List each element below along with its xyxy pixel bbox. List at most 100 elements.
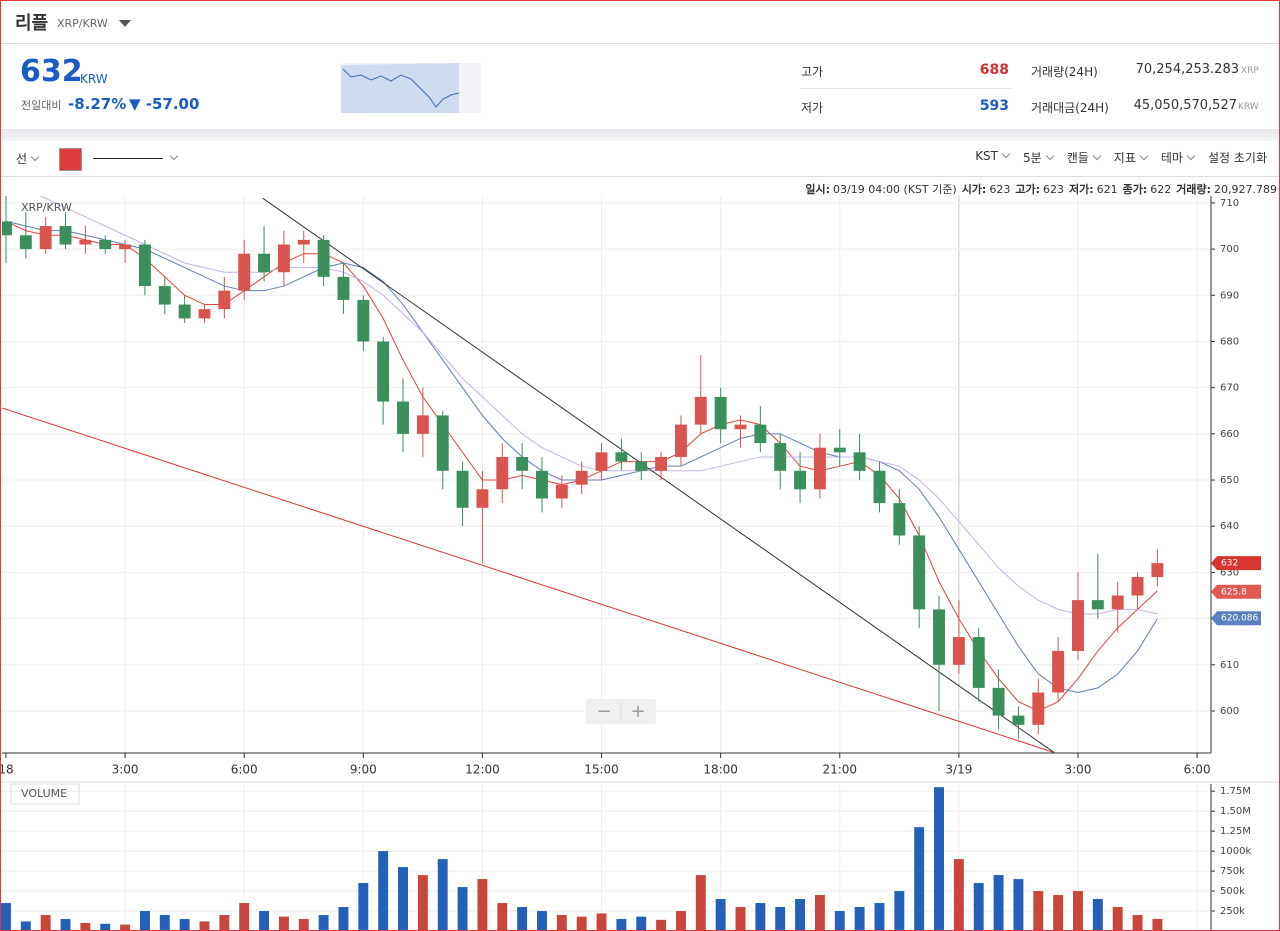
style-select[interactable]: 선 [16, 150, 40, 167]
price-tag [1211, 584, 1261, 599]
candle-body [575, 470, 588, 485]
candle-body [416, 415, 429, 434]
label-box [10, 783, 80, 805]
candle-body [19, 235, 32, 250]
volume-bar [40, 915, 51, 930]
toolbar-item[interactable]: 테마 [1160, 149, 1196, 166]
volume-bar [1112, 907, 1123, 930]
volume-bar [735, 907, 746, 930]
y-tick-label: 650 [1220, 475, 1239, 486]
volume-bar [338, 907, 349, 930]
toolbar-item[interactable]: 캔들 [1067, 149, 1102, 166]
x-tick-label: 15:00 [584, 763, 619, 777]
zoom-button[interactable]: − [596, 701, 611, 722]
volume-bar [457, 887, 468, 930]
toolbar-item-label: 테마 [1160, 151, 1183, 165]
y-tick-label: 710 [1220, 198, 1239, 209]
toolbar-item[interactable]: KST [975, 149, 1011, 166]
volume-bar [537, 911, 547, 930]
x-tick-label: 18:00 [703, 763, 738, 777]
dropdown[interactable] [119, 20, 131, 27]
volume-bar [934, 787, 944, 930]
volume-bar [199, 921, 210, 930]
x-tick-label: 6:00 [231, 763, 258, 777]
candle-body [794, 470, 807, 490]
y-tick-label: 1.50M [1220, 806, 1251, 817]
volume: 70,254,253.283 [1135, 62, 1239, 77]
sparkline-area [341, 63, 459, 113]
volume-bar [636, 916, 647, 930]
info-value: 623 [989, 183, 1011, 196]
volume-bar [417, 875, 428, 930]
y-tick-label: 250k [1220, 906, 1245, 917]
info-label: 저가: [1068, 183, 1094, 196]
volume-bar [775, 907, 786, 930]
volume-bar [1132, 915, 1143, 930]
candle-body [357, 299, 370, 342]
candle-body [397, 401, 409, 434]
volume-bar [278, 916, 289, 930]
candle-body [317, 239, 330, 277]
reset-button[interactable]: 설정 초기화 [1207, 151, 1267, 165]
volume-bar [1013, 879, 1024, 930]
value-unit: KRW [1238, 102, 1259, 112]
volume-bar [517, 907, 528, 930]
volume-bar [973, 883, 984, 930]
volume-bar [755, 903, 766, 930]
volume-bar [953, 859, 964, 930]
style-label: 선 [16, 152, 28, 166]
moving-average [5, 220, 1158, 694]
candle-body [635, 461, 648, 471]
separator [1, 129, 1279, 141]
candle-body [158, 286, 171, 305]
x-tick-label: 9:00 [350, 763, 377, 777]
candle-body [833, 447, 846, 453]
candle-body [694, 396, 707, 425]
volume-bar [1073, 891, 1083, 930]
y-tick-label: 670 [1220, 383, 1239, 394]
toolbar-item[interactable]: 지표 [1113, 149, 1149, 166]
y-tick-label: 1.75M [1220, 786, 1251, 797]
info-value: 623 [1042, 183, 1064, 196]
info-item: 저가: 621 [1069, 181, 1118, 197]
volume-bar [1092, 899, 1103, 930]
candle-body [1052, 650, 1065, 693]
candle-body [595, 452, 608, 471]
toolbar-item-label: 지표 [1113, 151, 1136, 165]
toolbar-item[interactable]: 5분 [1023, 149, 1054, 166]
volume-bar [398, 867, 408, 930]
info-value: 621 [1096, 183, 1118, 196]
volume-bar [715, 899, 726, 930]
color-picker[interactable] [59, 148, 82, 171]
volume-bar [576, 916, 587, 930]
axes: XRP/KRW VOLUME 18 3:00 6:00 9:00 12:00 15:00 18:… [1, 196, 1279, 930]
candle-body [734, 424, 747, 430]
info-value: 622 [1150, 183, 1172, 196]
candle-body [1111, 595, 1124, 610]
volume-bar [656, 919, 667, 930]
currency: KRW [80, 72, 108, 86]
candle-body [59, 226, 72, 245]
candle-body [337, 276, 350, 300]
volume-label: 거래량(24H) [1031, 65, 1098, 79]
candle-body [615, 452, 628, 462]
volume-bar [259, 911, 270, 930]
volume-bar [556, 915, 567, 930]
zoom-button[interactable]: + [630, 701, 645, 722]
chart-label: VOLUME [21, 787, 67, 800]
candle-body [198, 309, 211, 319]
volume-plot [1, 787, 1163, 930]
candle-body [39, 226, 52, 250]
pair: XRP/KRW [57, 17, 108, 30]
candle-body [496, 456, 509, 490]
info-item: 종가: 622 [1123, 181, 1172, 197]
info-value: 03/19 04:00 (KST 기준) [833, 183, 957, 196]
volume-bar [100, 923, 111, 930]
volume-bar [219, 915, 230, 930]
line-style[interactable] [93, 158, 163, 159]
price-tag-label: 625.8 [1221, 587, 1247, 597]
price: 632 [20, 54, 83, 89]
candle-body [218, 290, 231, 310]
candle-body [138, 244, 151, 287]
